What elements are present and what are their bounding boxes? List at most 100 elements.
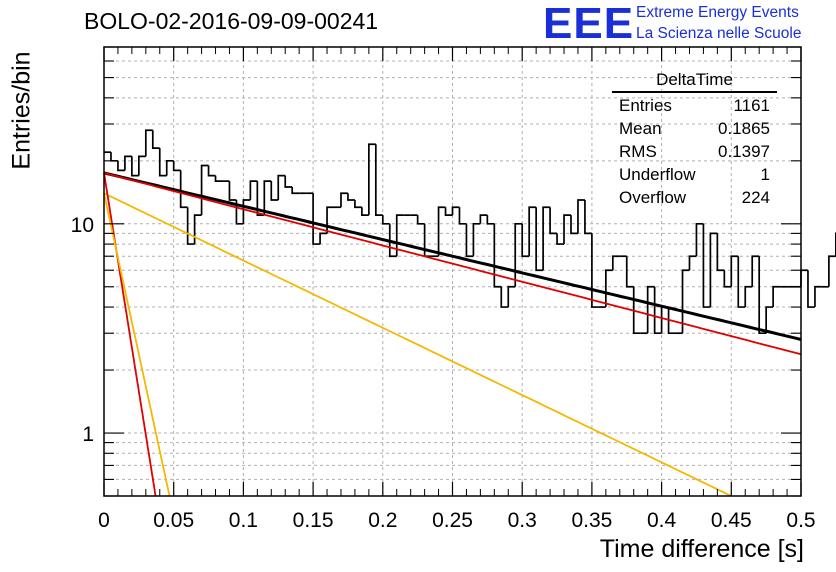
fit-curve-slow-component — [103, 172, 802, 356]
histogram-bin — [444, 207, 453, 216]
fit-curve-fast-component — [103, 172, 157, 497]
y-tick-label: 1 — [82, 423, 94, 446]
histogram-bin — [465, 223, 474, 258]
histogram-bin — [416, 215, 425, 225]
stats-label: Overflow — [619, 188, 687, 207]
histogram-bin — [591, 233, 599, 308]
histogram-bin — [354, 199, 362, 209]
histogram-bin — [577, 199, 585, 234]
histogram-bin — [744, 285, 753, 308]
histogram-bin — [570, 215, 578, 235]
histogram-bin — [535, 207, 544, 272]
stats-row-rms: RMS 0.1397 — [612, 140, 777, 163]
histogram-bin — [688, 255, 697, 271]
histogram-bin — [458, 207, 467, 225]
histogram-bin — [451, 206, 460, 216]
histogram-bin — [340, 192, 348, 208]
x-tick-labels: 0 0.05 0.1 0.15 0.2 0.25 0.3 0.35 0.4 0.45 0.5 — [98, 509, 815, 532]
histogram-bin — [277, 174, 286, 200]
histogram-bin — [437, 206, 446, 257]
histogram-bin — [312, 193, 321, 245]
y-tick-labels: 1 10 — [71, 214, 94, 446]
histogram-bin — [388, 223, 397, 258]
histogram-bin — [256, 181, 265, 216]
histogram-bin — [604, 269, 613, 308]
histogram-bin — [172, 160, 181, 172]
histogram-bin — [186, 207, 195, 245]
stats-value: 0.1865 — [718, 119, 770, 138]
histogram-bin — [242, 199, 251, 224]
histogram-bin — [124, 155, 132, 171]
stats-row-mean: Mean 0.1865 — [612, 117, 777, 140]
histogram-bin — [814, 285, 822, 308]
histogram-bin — [179, 170, 188, 209]
fit-curves — [103, 171, 802, 497]
histogram-bin — [326, 206, 335, 234]
histogram-bin — [479, 214, 488, 224]
histogram-bin — [632, 286, 641, 335]
x-tick-label: 0.2 — [368, 509, 397, 532]
histogram-bin — [249, 180, 258, 200]
histogram-bin — [138, 155, 146, 176]
histogram-bin — [291, 186, 300, 195]
histogram-bin — [528, 206, 537, 257]
stats-value: 224 — [741, 188, 770, 207]
histogram-bin — [716, 233, 725, 272]
histogram-bin — [556, 233, 565, 245]
histogram-bin — [723, 270, 732, 288]
histogram-bin — [611, 255, 620, 271]
histogram-bin — [193, 214, 202, 245]
histogram-bin — [270, 181, 279, 201]
histogram-bin — [807, 270, 815, 308]
stats-label: Underflow — [619, 165, 696, 184]
histogram-bin — [381, 215, 390, 225]
histogram-bin — [131, 156, 139, 177]
histogram-bin — [151, 130, 160, 149]
x-tick-label: 0.05 — [153, 509, 194, 532]
x-axis-label: Time difference [s] — [599, 535, 804, 563]
x-tick-label: 0.1 — [229, 509, 258, 532]
histogram-bin — [653, 286, 662, 335]
x-tick-label: 0.35 — [571, 509, 612, 532]
histogram-bin — [200, 164, 209, 216]
histogram-bin — [709, 232, 718, 308]
y-tick-label: 10 — [71, 214, 94, 237]
histogram-bin — [493, 223, 502, 288]
histogram-bin — [214, 175, 223, 182]
x-tick-label: 0.25 — [432, 509, 473, 532]
stats-label: RMS — [619, 142, 657, 161]
stats-label: Entries — [619, 96, 672, 115]
histogram-bin — [667, 307, 676, 335]
histogram-bin — [117, 160, 125, 172]
histogram-bin — [800, 269, 808, 287]
org-name-line1: Extreme Energy Events — [636, 4, 799, 21]
histogram-bin — [521, 223, 530, 258]
chart-title: BOLO-02-2016-09-09-00241 — [84, 8, 379, 34]
x-tick-label: 0.15 — [293, 509, 334, 532]
histogram-bin — [584, 199, 592, 235]
axis-ticks — [103, 46, 802, 497]
histogram-bin — [542, 206, 551, 271]
grid-lines — [104, 46, 801, 497]
histogram-bin — [207, 165, 216, 177]
histogram-bin — [646, 285, 655, 334]
histogram-bin — [374, 144, 383, 216]
histogram-bin — [158, 148, 167, 177]
stats-row-overflow: Overflow 224 — [612, 186, 777, 209]
histogram-bin — [284, 175, 293, 188]
histogram-bin — [737, 256, 746, 308]
fit-curve-slow-component-2 — [103, 192, 732, 497]
histogram-bin — [758, 256, 767, 335]
histogram-bin — [563, 214, 571, 245]
stats-value: 0.1397 — [718, 142, 770, 161]
histogram-bin — [165, 159, 174, 176]
histogram-bin — [144, 129, 153, 157]
histogram-bin — [472, 222, 481, 257]
histogram-bin — [486, 215, 495, 225]
histogram-bin — [625, 256, 634, 288]
fit-curve-total — [103, 171, 802, 341]
histogram-bin — [828, 255, 836, 287]
x-tick-label: 0.5 — [786, 509, 815, 532]
histogram-bin — [319, 232, 328, 245]
stats-row-entries: Entries 1161 — [612, 94, 777, 117]
